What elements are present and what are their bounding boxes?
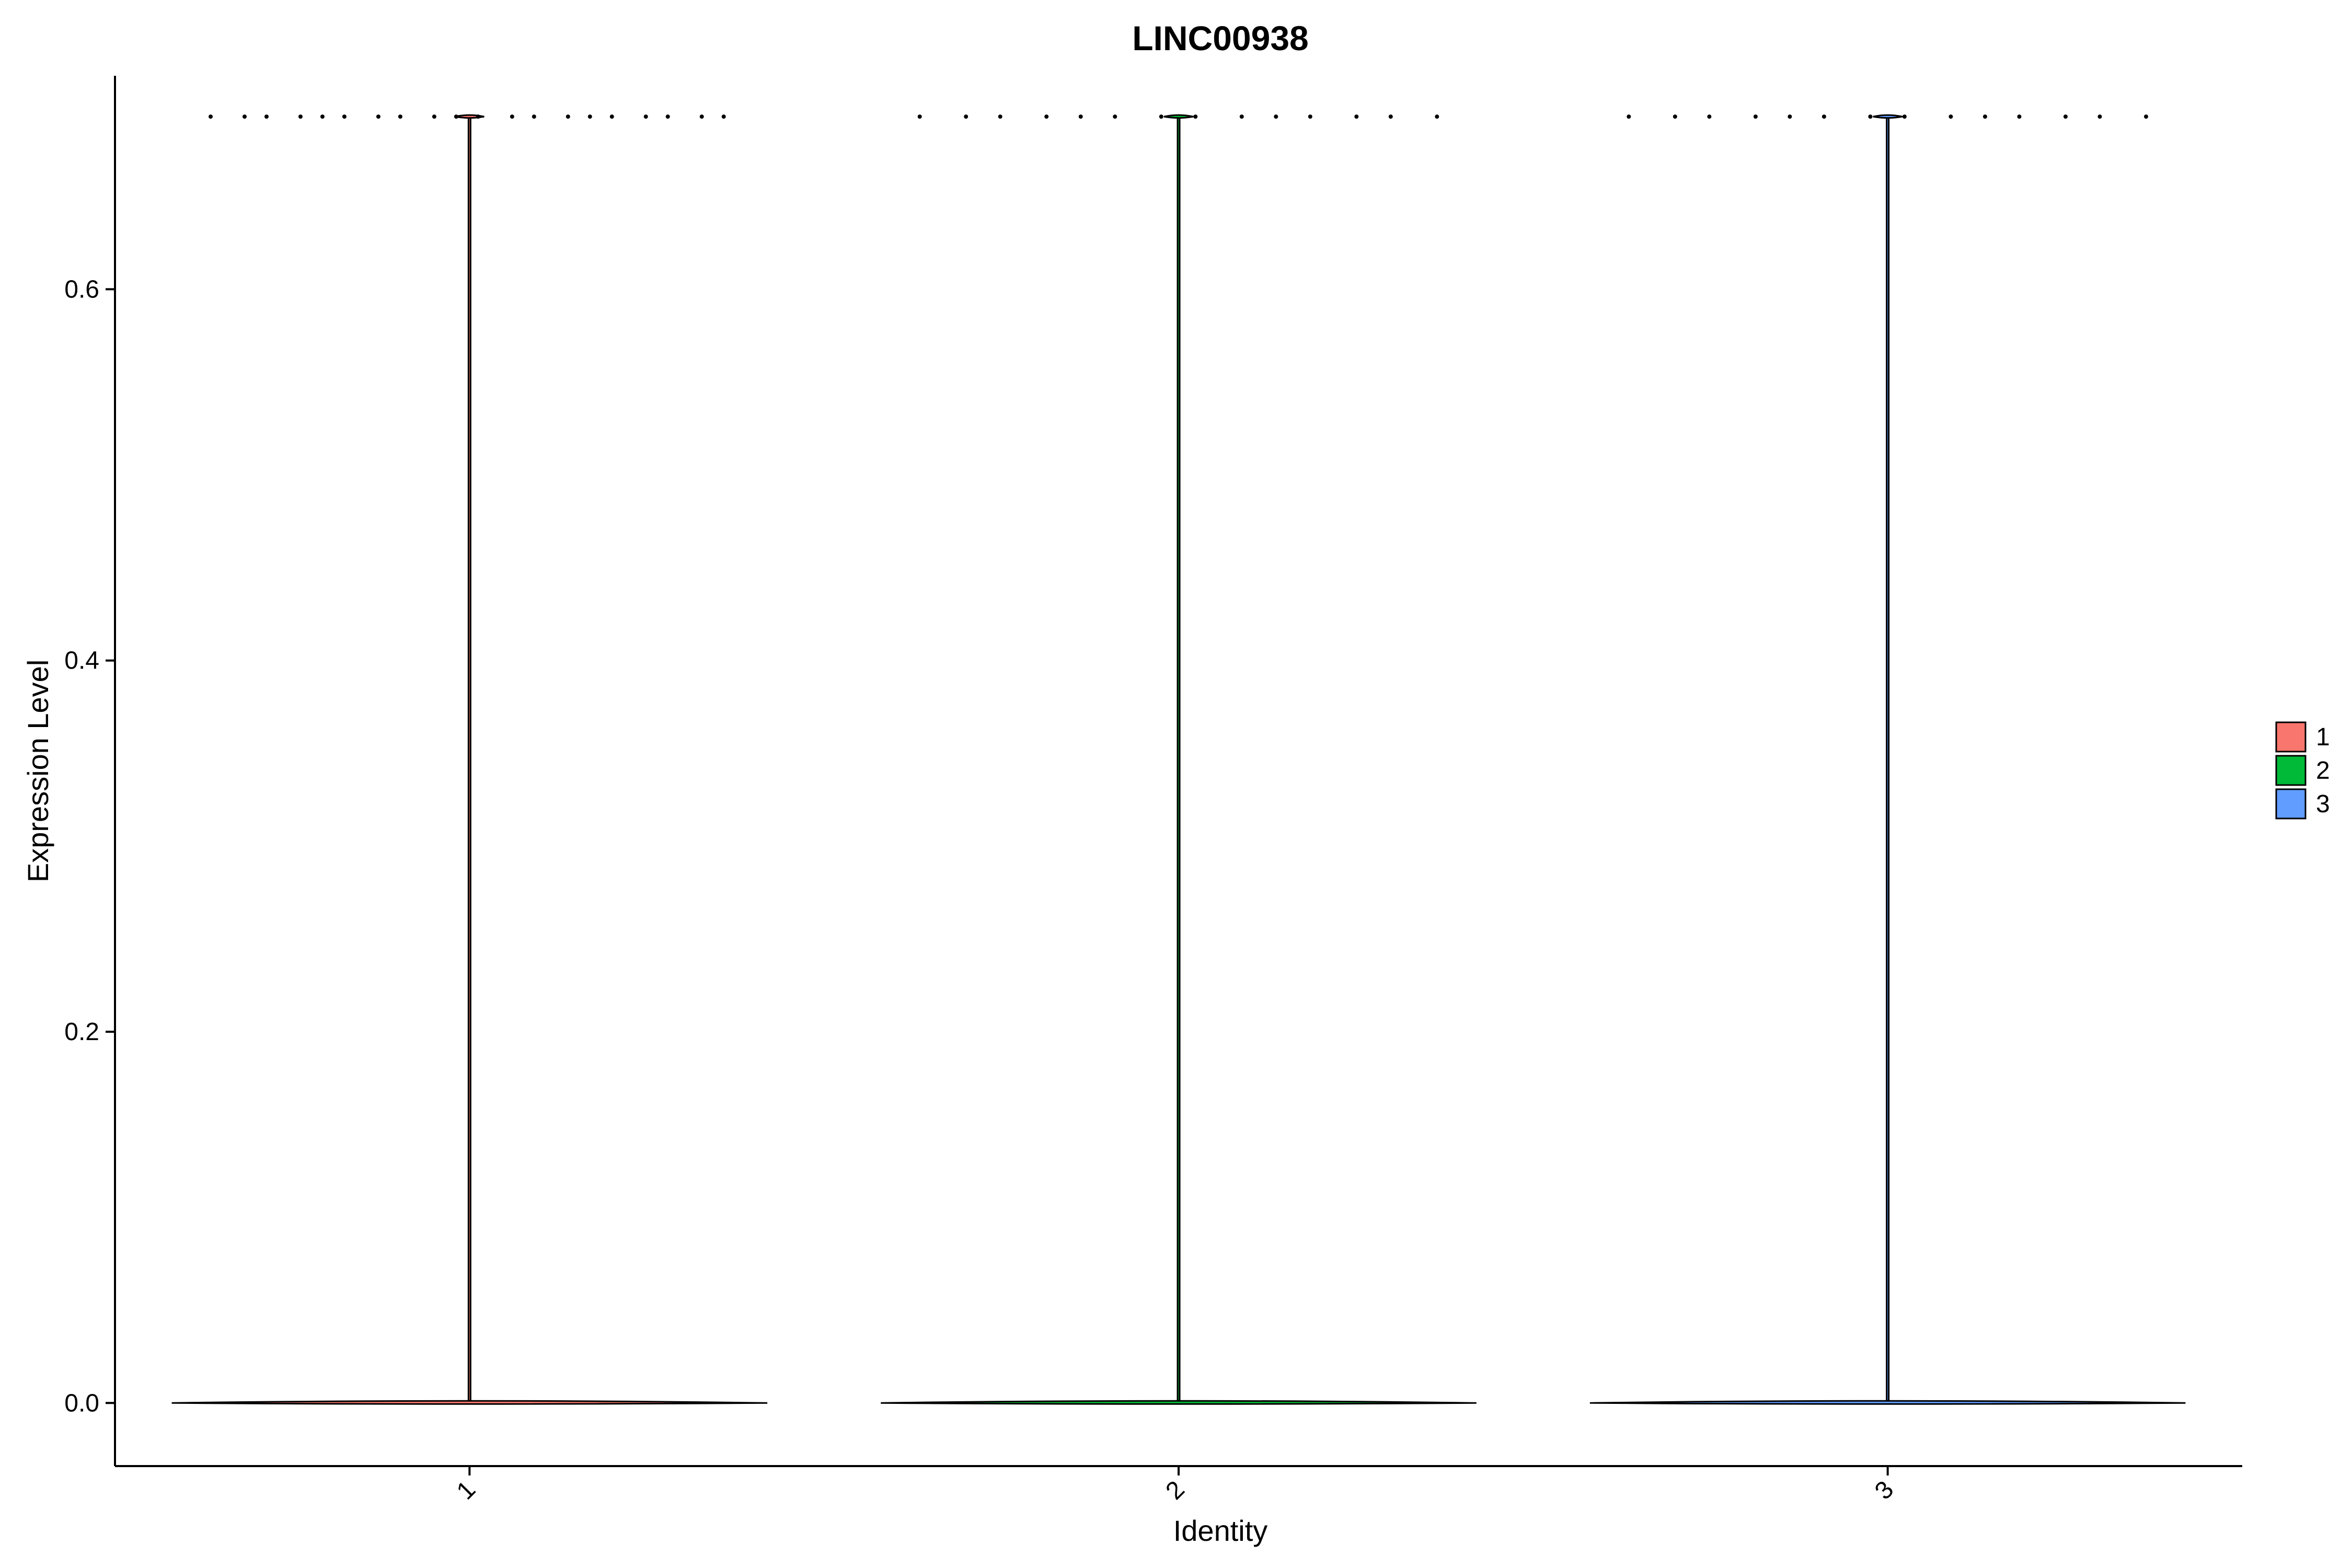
chart-title: LINC00938 xyxy=(1132,19,1309,57)
violin-top xyxy=(1873,114,1903,119)
violin-1 xyxy=(171,114,768,1405)
outlier-point xyxy=(1868,114,1873,119)
violin-2 xyxy=(881,114,1477,1405)
violin-3 xyxy=(1589,114,2186,1405)
plot-area: 0.0 0.2 0.4 0.6 1 2 3 xyxy=(64,76,2242,1505)
outlier-point xyxy=(1078,114,1083,119)
legend-key-1 xyxy=(2275,721,2307,753)
outlier-point xyxy=(1673,114,1677,119)
outlier-point xyxy=(566,114,570,119)
violin-top xyxy=(1163,114,1194,119)
x-axis-ticks: 1 2 3 xyxy=(452,1466,1899,1505)
y-tick-label: 0.6 xyxy=(64,275,99,303)
outlier-point xyxy=(242,114,247,119)
outlier-point xyxy=(476,114,480,119)
y-axis-label: Expression Level xyxy=(21,660,54,882)
y-tick-label: 0.4 xyxy=(64,647,99,675)
outlier-point xyxy=(1274,114,1278,119)
outlier-point xyxy=(699,114,704,119)
y-axis-ticks: 0.0 0.2 0.4 0.6 xyxy=(64,275,115,1417)
outlier-point xyxy=(342,114,347,119)
outlier-point xyxy=(298,114,303,119)
violin-body xyxy=(467,116,471,1404)
outlier-point xyxy=(1435,114,1439,119)
outlier-point xyxy=(1044,114,1049,119)
outlier-point xyxy=(510,114,514,119)
outlier-point xyxy=(1113,114,1117,119)
outlier-point xyxy=(609,114,614,119)
y-tick-label: 0.0 xyxy=(64,1389,99,1417)
violin-base xyxy=(1589,1400,2186,1405)
outlier-point xyxy=(454,114,458,119)
outlier-point xyxy=(1627,114,1631,119)
outlier-point xyxy=(1753,114,1758,119)
legend: 1 2 3 xyxy=(2275,721,2330,820)
outlier-point xyxy=(1902,114,1907,119)
outlier-point xyxy=(1788,114,1792,119)
legend-label-3: 3 xyxy=(2316,790,2330,818)
violin-base xyxy=(171,1400,768,1405)
legend-label-2: 2 xyxy=(2316,757,2330,785)
outlier-point xyxy=(1707,114,1712,119)
outlier-point xyxy=(1388,114,1393,119)
outlier-point xyxy=(917,114,922,119)
violin-body xyxy=(1177,116,1181,1404)
outlier-point xyxy=(432,114,436,119)
violins-layer xyxy=(171,114,2186,1405)
outlier-point xyxy=(1239,114,1244,119)
violin-body xyxy=(1886,116,1890,1404)
legend-key-3 xyxy=(2275,788,2307,820)
x-axis-label: Identity xyxy=(1173,1514,1268,1547)
outlier-point xyxy=(320,114,325,119)
outlier-point xyxy=(665,114,670,119)
outlier-point xyxy=(1982,114,1987,119)
outlier-point xyxy=(264,114,269,119)
legend-key-2 xyxy=(2275,755,2307,786)
outlier-point xyxy=(587,114,592,119)
outlier-point xyxy=(376,114,381,119)
outlier-point xyxy=(2063,114,2068,119)
outlier-point xyxy=(1949,114,1953,119)
x-tick-label: 3 xyxy=(1870,1475,1899,1505)
outlier-point xyxy=(2097,114,2102,119)
outlier-point xyxy=(532,114,536,119)
x-tick-label: 2 xyxy=(1160,1475,1190,1505)
outlier-point xyxy=(1354,114,1359,119)
y-tick-label: 0.2 xyxy=(64,1018,99,1046)
outlier-point xyxy=(209,114,213,119)
outlier-point xyxy=(1821,114,1826,119)
violin-base xyxy=(881,1400,1477,1405)
outlier-point xyxy=(1308,114,1312,119)
outlier-point xyxy=(998,114,1002,119)
legend-label-1: 1 xyxy=(2316,723,2330,751)
outlier-point xyxy=(1159,114,1163,119)
outlier-point xyxy=(2143,114,2148,119)
outlier-point xyxy=(721,114,726,119)
outlier-point xyxy=(398,114,402,119)
x-tick-label: 1 xyxy=(452,1475,481,1505)
outlier-point xyxy=(964,114,969,119)
outlier-point xyxy=(643,114,648,119)
outlier-point xyxy=(2017,114,2022,119)
outlier-point xyxy=(1193,114,1198,119)
